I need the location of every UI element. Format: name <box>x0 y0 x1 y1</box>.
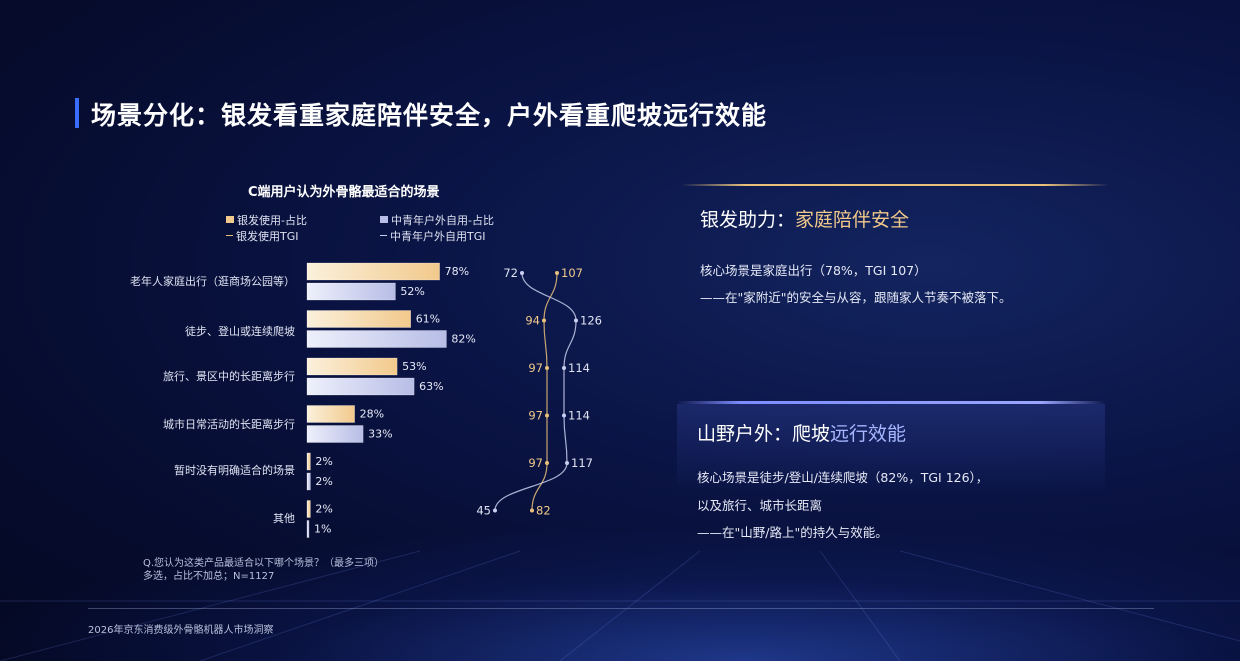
panel-outdoor-background <box>677 404 1105 554</box>
bar-label-silver-share-1: 61% <box>416 313 440 326</box>
panel-outdoor-heading-prefix: 山野户外：爬坡 <box>697 423 831 445</box>
legend-item-young-tgi: 中青年户外自用TGI <box>380 228 486 244</box>
point-silver-tgi-2 <box>545 366 549 370</box>
category-label-no-scene: 暂时没有明确适合的场景 <box>174 464 295 477</box>
bar-silver-share-2 <box>306 357 398 376</box>
panel-outdoor-heading-accent: 远行效能 <box>830 423 907 445</box>
panel-outdoor-heading: 山野户外：爬坡远行效能 <box>697 419 906 446</box>
legend-swatch-silver-share <box>226 216 234 223</box>
panel-outdoor-line3: ——在"山野/路上"的持久与效能。 <box>697 525 888 540</box>
point-label-young-tgi-2: 114 <box>568 361 590 375</box>
category-label-family-outing: 老年人家庭出行（逛商场公园等） <box>130 275 295 288</box>
chart-title: C端用户认为外骨骼最适合的场景 <box>248 185 440 200</box>
point-silver-tgi-0 <box>555 271 559 275</box>
panel-silver-line2: ——在"家附近"的安全与从容，跟随家人节奏不被落下。 <box>700 290 1012 305</box>
panel-outdoor-top-line <box>677 401 1105 404</box>
bar-silver-share-1 <box>306 310 411 328</box>
panel-outdoor-line2: 以及旅行、城市长距离 <box>697 498 823 513</box>
bar-silver-share-4 <box>306 452 311 471</box>
point-young-tgi-0 <box>520 271 524 275</box>
point-label-young-tgi-3: 114 <box>568 409 590 423</box>
legend-item-silver-tgi: 银发使用TGI <box>226 228 299 244</box>
panel-silver-heading: 银发助力：家庭陪伴安全 <box>700 205 909 232</box>
bar-silver-share-3 <box>306 405 355 423</box>
point-young-tgi-3 <box>562 413 566 418</box>
bar-label-silver-share-4: 2% <box>315 455 332 468</box>
point-label-young-tgi-1: 126 <box>580 314 602 328</box>
legend-label-silver-tgi: 银发使用TGI <box>236 230 299 243</box>
point-young-tgi-4 <box>565 461 569 465</box>
category-label-travel: 旅行、景区中的长距离步行 <box>163 370 295 383</box>
point-label-silver-tgi-4: 97 <box>528 456 543 470</box>
line-young-tgi <box>494 272 577 511</box>
category-label-city-walk: 城市日常活动的长距离步行 <box>163 418 295 431</box>
bar-label-young-share-5: 1% <box>314 523 331 536</box>
point-young-tgi-5 <box>493 508 497 513</box>
panel-silver-heading-prefix: 银发助力： <box>700 209 796 231</box>
point-label-silver-tgi-5: 82 <box>536 504 551 518</box>
point-young-tgi-1 <box>574 318 578 323</box>
bar-young-share-0 <box>306 282 396 301</box>
background-floor-lines <box>0 550 1240 661</box>
background-floor-glow <box>0 531 1240 661</box>
point-label-silver-tgi-3: 97 <box>528 409 543 423</box>
footer-source: 2026年京东消费级外骨骼机器人市场洞察 <box>88 625 274 636</box>
bar-label-young-share-0: 52% <box>400 285 424 298</box>
legend-line-silver-tgi <box>226 235 233 236</box>
point-silver-tgi-5 <box>530 508 534 513</box>
bar-young-share-3 <box>306 425 364 443</box>
bar-silver-share-5 <box>306 500 311 518</box>
point-label-young-tgi-4: 117 <box>571 456 593 470</box>
legend-label-silver-share: 银发使用-占比 <box>237 214 307 227</box>
legend-label-young-share: 中青年户外自用-占比 <box>391 214 494 227</box>
legend-line-young-tgi <box>380 235 387 236</box>
point-label-young-tgi-5: 45 <box>476 504 491 518</box>
legend-item-young-share: 中青年户外自用-占比 <box>380 212 494 228</box>
bar-silver-share-0 <box>306 262 440 281</box>
bar-label-silver-share-5: 2% <box>315 503 332 516</box>
bar-young-share-4 <box>306 472 311 491</box>
survey-note-sample: 多选，占比不加总；N=1127 <box>143 571 275 582</box>
point-label-silver-tgi-2: 97 <box>528 361 543 375</box>
point-silver-tgi-4 <box>545 461 549 465</box>
bar-young-share-1 <box>306 330 447 348</box>
bar-label-young-share-3: 33% <box>368 428 392 441</box>
point-silver-tgi-1 <box>542 318 546 323</box>
point-young-tgi-2 <box>562 366 566 370</box>
legend-swatch-young-share <box>380 216 388 223</box>
point-silver-tgi-3 <box>545 413 549 418</box>
survey-note: Q.您认为这类产品最适合以下哪个场景？（最多三项） 多选，占比不加总；N=112… <box>143 557 384 583</box>
bar-label-silver-share-0: 78% <box>445 265 469 278</box>
panel-silver-line1: 核心场景是家庭出行（78%，TGI 107） <box>700 263 927 278</box>
panel-silver-top-line <box>681 184 1109 186</box>
point-label-silver-tgi-0: 107 <box>561 266 583 280</box>
footer-divider <box>88 608 1154 609</box>
title-accent-bar <box>75 98 79 128</box>
legend-label-young-tgi: 中青年户外自用TGI <box>390 230 486 243</box>
bar-label-silver-share-3: 28% <box>360 408 384 421</box>
line-silver-tgi <box>531 272 558 511</box>
bar-label-silver-share-2: 53% <box>402 360 426 373</box>
point-label-young-tgi-0: 72 <box>503 266 518 280</box>
category-label-other: 其他 <box>273 512 295 525</box>
category-label-hiking: 徒步、登山或连续爬坡 <box>185 325 295 338</box>
legend-item-silver-share: 银发使用-占比 <box>226 212 307 228</box>
survey-note-question: Q.您认为这类产品最适合以下哪个场景？（最多三项） <box>143 558 385 569</box>
bar-label-young-share-2: 63% <box>419 380 443 393</box>
bar-young-share-5 <box>306 520 310 538</box>
page-title: 场景分化：银发看重家庭陪伴安全，户外看重爬坡远行效能 <box>91 101 768 130</box>
bar-young-share-2 <box>306 377 415 396</box>
point-label-silver-tgi-1: 94 <box>525 314 540 328</box>
panel-outdoor-line1: 核心场景是徒步/登山/连续爬坡（82%，TGI 126）， <box>697 470 989 485</box>
bar-label-young-share-4: 2% <box>315 475 332 488</box>
bar-label-young-share-1: 82% <box>451 333 475 346</box>
panel-silver-heading-accent: 家庭陪伴安全 <box>795 209 910 231</box>
